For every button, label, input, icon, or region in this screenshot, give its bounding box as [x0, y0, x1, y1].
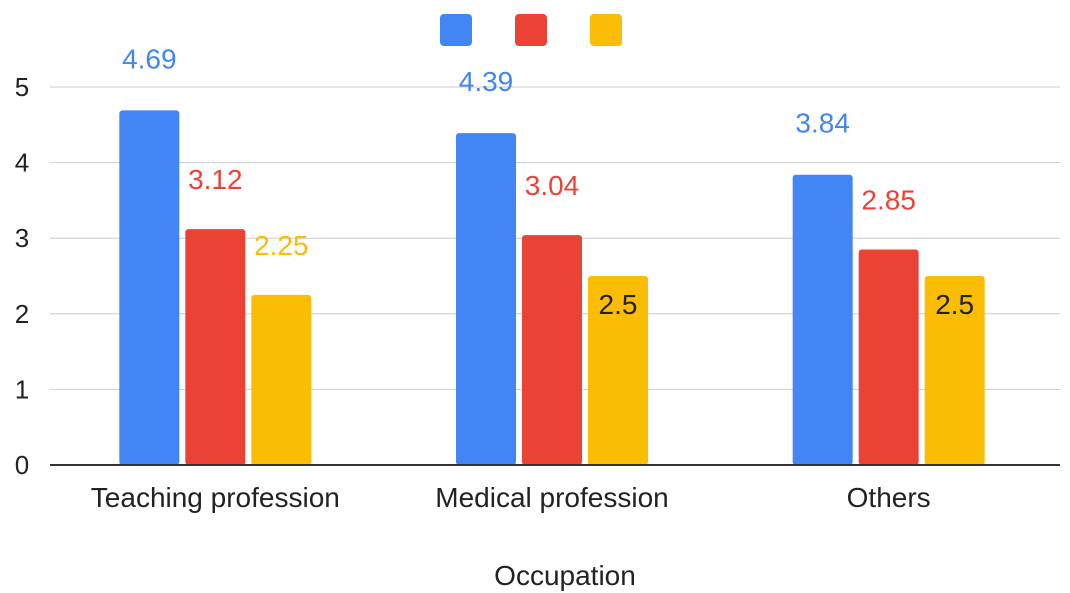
y-tick-label: 1 — [15, 374, 29, 404]
data-label: 3.84 — [795, 108, 850, 139]
bar — [456, 133, 516, 465]
bar — [251, 294, 312, 465]
data-label: 3.04 — [525, 170, 580, 201]
bar — [858, 249, 919, 465]
y-tick-label: 2 — [15, 299, 29, 329]
bar — [522, 235, 582, 465]
data-label: 4.39 — [459, 66, 514, 97]
legend — [440, 14, 622, 46]
data-label: 3.12 — [188, 164, 243, 195]
y-tick-label: 4 — [15, 148, 29, 178]
data-label: 2.25 — [254, 230, 309, 261]
data-label: 4.69 — [122, 43, 177, 74]
x-category-label: Teaching profession — [91, 482, 340, 513]
legend-swatch — [440, 14, 472, 46]
bar — [588, 276, 648, 465]
bar — [792, 174, 853, 466]
bar — [185, 229, 246, 465]
bar — [924, 276, 985, 465]
x-category-label: Medical profession — [435, 482, 668, 513]
x-axis-title: Occupation — [494, 560, 636, 591]
bars — [119, 110, 985, 466]
y-axis-ticks: 0 1 2 3 4 5 — [15, 72, 29, 480]
bar — [119, 110, 180, 465]
data-labels: 4.69 3.12 2.25 4.39 3.04 2.5 3.84 2.85 2.5 — [122, 43, 974, 320]
legend-swatch — [590, 14, 622, 46]
y-tick-label: 5 — [15, 72, 29, 102]
x-category-label: Others — [847, 482, 931, 513]
data-label: 2.85 — [861, 185, 916, 216]
y-tick-label: 3 — [15, 223, 29, 253]
y-tick-label: 0 — [15, 450, 29, 480]
data-label: 2.5 — [935, 289, 974, 320]
legend-swatch — [515, 14, 547, 46]
x-axis-categories: Teaching profession Medical profession Oth… — [91, 482, 931, 513]
data-label: 2.5 — [599, 289, 638, 320]
